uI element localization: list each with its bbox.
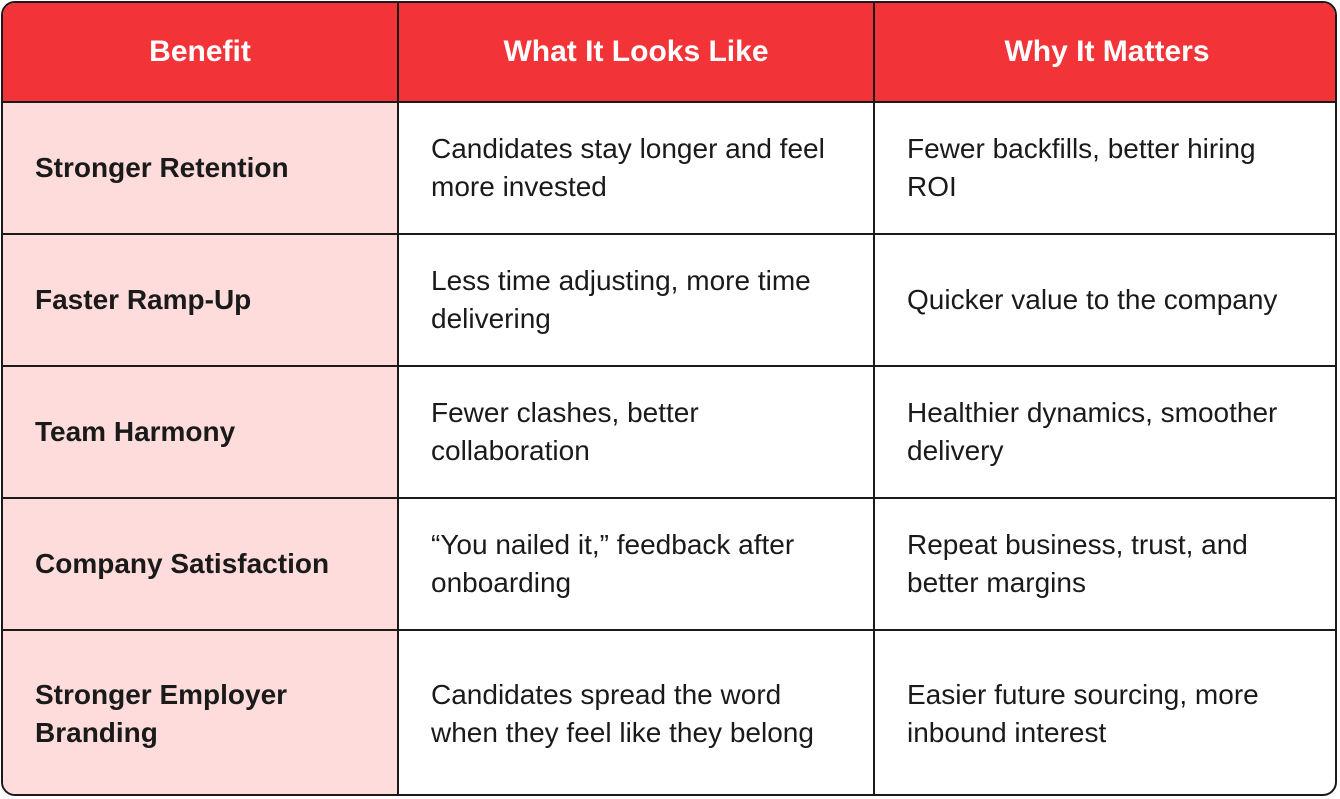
header-why-it-matters: Why It Matters	[874, 3, 1335, 103]
header-benefit: Benefit	[3, 3, 399, 103]
table-row: Team Harmony Fewer clashes, better colla…	[3, 366, 1335, 499]
why-it-matters-cell: Healthier dynamics, smoother delivery	[874, 366, 1335, 499]
why-it-matters-cell: Fewer backfills, better hiring ROI	[874, 102, 1335, 235]
benefit-cell: Company Satisfaction	[3, 498, 399, 631]
benefit-cell: Faster Ramp-Up	[3, 234, 399, 367]
why-it-matters-cell: Easier future sourcing, more inbound int…	[907, 679, 1259, 748]
benefits-table-grid: Benefit What It Looks Like Why It Matter…	[3, 3, 1335, 794]
looks-like-cell: Candidates stay longer and feel more inv…	[398, 102, 875, 235]
looks-like-cell: “You nailed it,” feedback after onboardi…	[398, 498, 875, 631]
why-it-matters-cell: Repeat business, trust, and better margi…	[874, 498, 1335, 631]
table-header-row: Benefit What It Looks Like Why It Matter…	[3, 3, 1335, 103]
benefit-cell: Team Harmony	[3, 366, 399, 499]
benefit-cell: Stronger Employer Branding	[3, 630, 399, 794]
table-row: Stronger Retention Candidates stay longe…	[3, 102, 1335, 235]
table-row: Stronger Employer Branding Candidates sp…	[3, 630, 1335, 794]
looks-like-cell: Less time adjusting, more time deliverin…	[398, 234, 875, 367]
looks-like-cell: Candidates spread the word when they fee…	[398, 630, 875, 794]
why-it-matters-cell: Quicker value to the company	[874, 234, 1335, 367]
benefit-cell: Stronger Retention	[3, 102, 399, 235]
header-what-it-looks-like: What It Looks Like	[398, 3, 875, 103]
table-row: Company Satisfaction “You nailed it,” fe…	[3, 498, 1335, 631]
looks-like-cell: Fewer clashes, better collaboration	[398, 366, 875, 499]
table-row: Faster Ramp-Up Less time adjusting, more…	[3, 234, 1335, 367]
